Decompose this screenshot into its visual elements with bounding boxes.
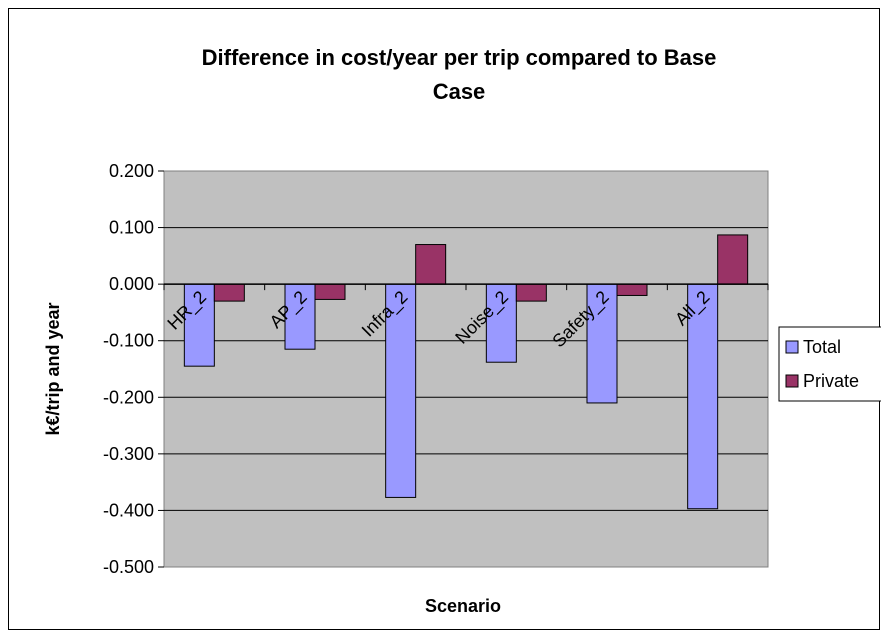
bar-total-hr-2 xyxy=(183,283,215,367)
chart-title-line-2: Case xyxy=(433,79,486,104)
legend-swatch-total xyxy=(785,340,799,354)
y-tick-label: 0.100 xyxy=(109,218,154,238)
y-tick-label: 0.000 xyxy=(109,274,154,294)
bar-total-all-2 xyxy=(687,283,719,510)
legend-swatch-private xyxy=(785,374,799,388)
chart-frame: Difference in cost/year per trip compare… xyxy=(8,8,881,630)
bar-private-all-2 xyxy=(717,234,749,285)
legend: Total Private xyxy=(778,326,881,402)
legend-label-private: Private xyxy=(803,371,859,391)
bar-private-noise-2 xyxy=(515,283,547,302)
bars xyxy=(183,234,749,510)
y-tick-label: -0.500 xyxy=(103,557,154,577)
y-tick-label: -0.300 xyxy=(103,444,154,464)
bar-private-infra-2 xyxy=(415,244,447,285)
x-axis-title: Scenario xyxy=(425,596,501,616)
y-axis-ticks: 0.200 0.100 0.000 -0.100 -0.200 -0.300 -0.400 -… xyxy=(103,161,164,577)
bar-private-safety-2 xyxy=(616,283,648,296)
bar-chart: Difference in cost/year per trip compare… xyxy=(43,45,881,616)
y-axis-title: k€/trip and year xyxy=(43,302,63,435)
y-tick-label: -0.100 xyxy=(103,331,154,351)
bar-total-noise-2 xyxy=(485,283,517,363)
y-tick-label: 0.200 xyxy=(109,161,154,181)
bar-total-safety-2 xyxy=(586,283,618,404)
legend-box xyxy=(778,326,881,402)
plot-area xyxy=(163,170,769,568)
bar-total-infra-2 xyxy=(385,283,417,498)
bar-private-hr-2 xyxy=(213,283,245,302)
bar-total-ap-2 xyxy=(284,283,316,350)
bar-private-ap-2 xyxy=(314,283,346,300)
y-tick-label: -0.200 xyxy=(103,387,154,407)
legend-label-total: Total xyxy=(803,337,841,357)
chart-title-line-1: Difference in cost/year per trip compare… xyxy=(202,45,717,70)
x-axis-ticks xyxy=(163,284,769,291)
y-tick-label: -0.400 xyxy=(103,500,154,520)
